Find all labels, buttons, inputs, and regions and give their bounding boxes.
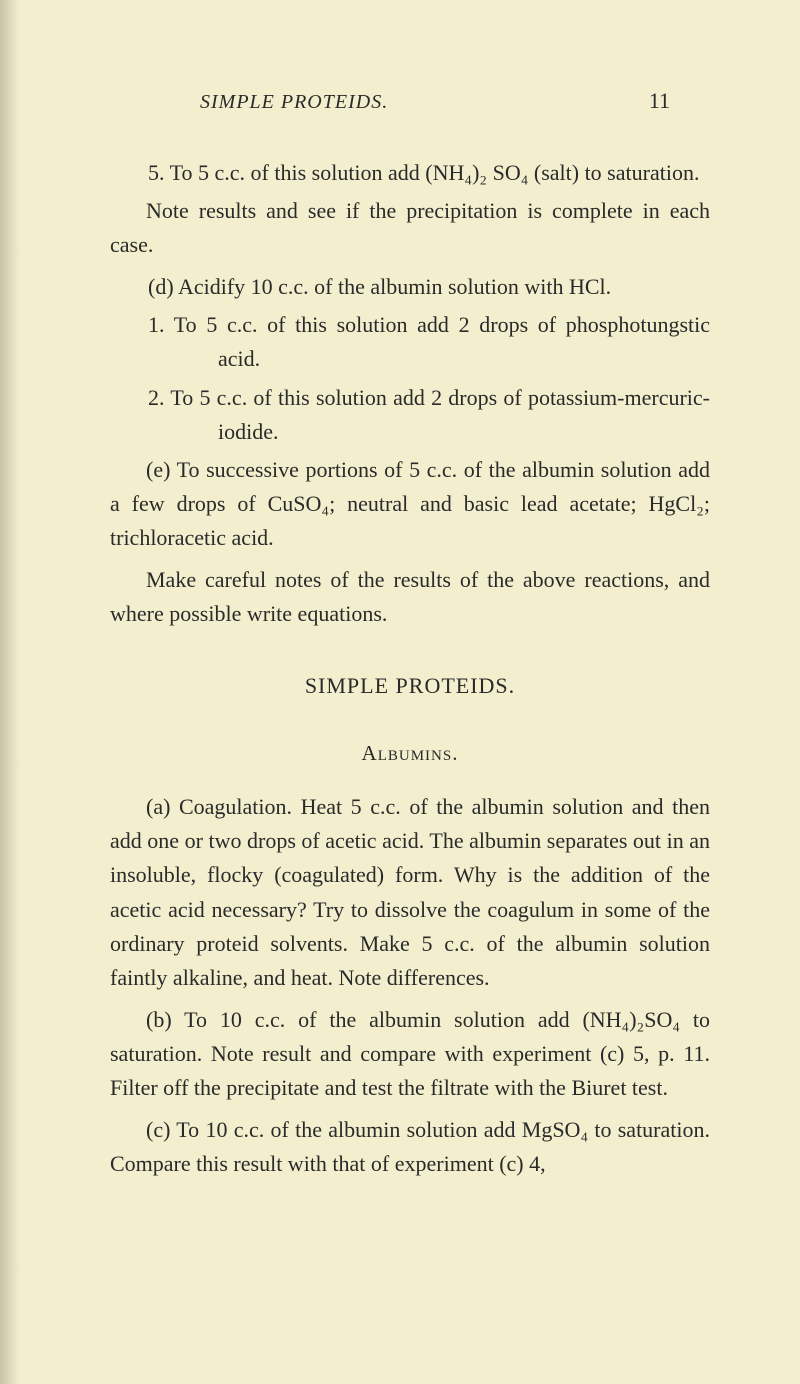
text-block: Make careful notes of the results of the… <box>110 563 710 631</box>
page-number: 11 <box>649 88 670 114</box>
page-header: SIMPLE PROTEIDS. 11 <box>110 88 710 114</box>
text-block: 5. To 5 c.c. of this solution add (NH₄)₂… <box>110 156 710 190</box>
text-block: (c) To 10 c.c. of the albumin solution a… <box>110 1113 710 1181</box>
text-block: SIMPLE PROTEIDS. <box>110 673 710 699</box>
page-body: 5. To 5 c.c. of this solution add (NH₄)₂… <box>110 156 710 1181</box>
text-block: 2. To 5 c.c. of this solution add 2 drop… <box>110 381 710 449</box>
text-block: (b) To 10 c.c. of the albumin solution a… <box>110 1003 710 1105</box>
text-block: Albumins. <box>110 741 710 766</box>
text-block: (e) To successive portions of 5 c.c. of … <box>110 453 710 555</box>
running-title: SIMPLE PROTEIDS. <box>200 91 388 114</box>
text-block: 1. To 5 c.c. of this solution add 2 drop… <box>110 308 710 376</box>
text-block: (d) Acidify 10 c.c. of the albumin solut… <box>110 270 710 304</box>
page-shadow <box>0 0 20 1384</box>
text-block: Note results and see if the precipitatio… <box>110 194 710 262</box>
text-block: (a) Coagulation. Heat 5 c.c. of the albu… <box>110 790 710 995</box>
